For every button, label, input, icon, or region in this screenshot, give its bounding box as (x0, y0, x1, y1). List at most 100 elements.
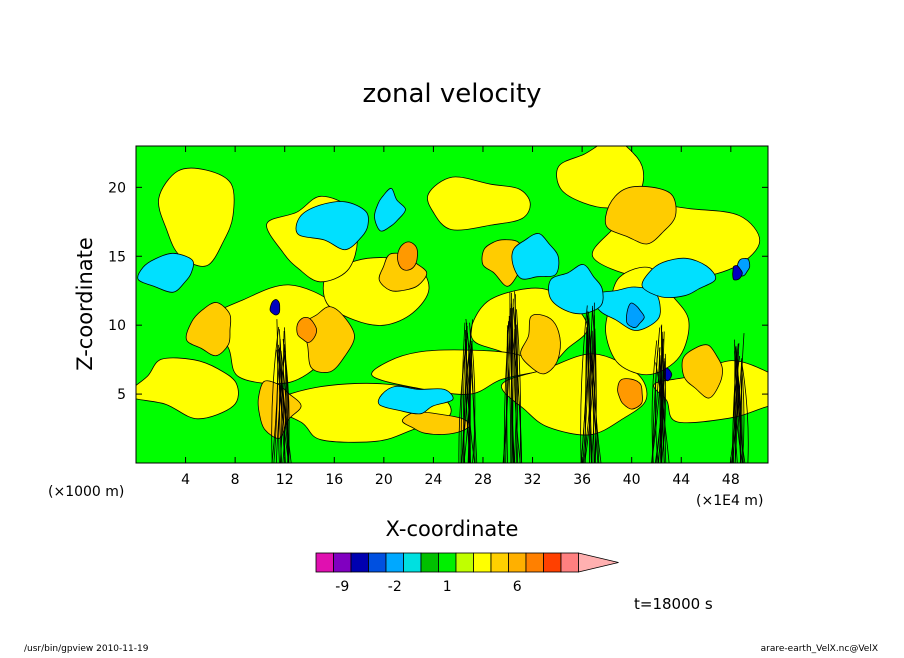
colorbar-bin (525, 552, 544, 573)
colorbar-labels: -9 -2 1 6 (335, 579, 522, 595)
negative-region (548, 264, 604, 315)
negative-region (374, 187, 406, 232)
negative-region (377, 385, 454, 415)
plume-contour (467, 345, 471, 463)
velocity-field (136, 146, 768, 463)
colorbar-bin (438, 552, 457, 573)
plume-contour (661, 360, 666, 463)
plume-contour (284, 327, 290, 463)
plume-contour (463, 319, 474, 463)
x-axis: 4 8 12 16 20 24 28 32 36 40 44 48 (181, 146, 740, 488)
negative-region (295, 201, 369, 251)
plume-contour (655, 339, 660, 463)
plume-contour (586, 310, 592, 463)
colorbar-bin (455, 552, 474, 573)
colorbar-bin (350, 552, 369, 573)
x-tick-label: 24 (424, 472, 442, 488)
colorbar-tick-label: -9 (335, 579, 349, 595)
plume-contour (591, 330, 602, 463)
colorbar-bin (385, 552, 404, 573)
positive-max (296, 317, 318, 343)
negative-region (641, 257, 717, 298)
negative-max (732, 265, 743, 281)
plume-contour (651, 340, 658, 463)
positive-core (401, 411, 470, 435)
plume-contour (513, 328, 521, 463)
plume-contour (460, 322, 466, 463)
plume-contour (741, 363, 744, 463)
plume-contour (734, 344, 742, 463)
y-tick-label: 20 (108, 180, 126, 196)
negative-max (269, 299, 281, 316)
plume-contour (594, 328, 597, 463)
colorbar-arrow (578, 552, 619, 573)
x-tick-label: 36 (573, 472, 591, 488)
colorbar-bin (473, 552, 492, 573)
y-unit-label: (×1000 m) (48, 484, 124, 500)
colorbar-bin (508, 552, 527, 573)
x-tick-label: 16 (325, 472, 343, 488)
x-tick-label: 48 (722, 472, 740, 488)
plume-contour (282, 344, 287, 463)
time-annotation: t=18000 s (634, 595, 713, 613)
plume-contour (588, 311, 595, 463)
x-tick-label: 44 (672, 472, 690, 488)
plume-contour (737, 352, 746, 463)
x-unit-label: (×1E4 m) (696, 493, 763, 509)
chart-title: zonal velocity (362, 79, 541, 109)
plume-contour (280, 350, 289, 463)
plume-contour (583, 302, 595, 463)
x-tick-label: 8 (231, 472, 240, 488)
colorbar-bin (543, 552, 562, 573)
positive-core (520, 314, 561, 375)
x-tick-label: 40 (623, 472, 641, 488)
x-tick-label: 32 (524, 472, 542, 488)
x-tick-label: 4 (181, 472, 190, 488)
plume-contour (511, 308, 514, 463)
plume-contour (515, 324, 519, 463)
plume-contour (514, 291, 517, 463)
plume-contour (655, 331, 664, 463)
colorbar-tick-label: -2 (388, 579, 402, 595)
positive-max (397, 241, 418, 271)
positive-core (185, 302, 232, 357)
plume-contour (471, 340, 476, 463)
plume-contour (271, 326, 280, 463)
colorbar (315, 552, 619, 573)
colorbar-bin (560, 552, 579, 573)
plume-contour (580, 305, 588, 463)
positive-region (136, 357, 239, 420)
plume-contour (516, 309, 522, 463)
x-tick-label: 28 (474, 472, 492, 488)
plume-contour (271, 349, 279, 463)
colorbar-bin (490, 552, 509, 573)
x-tick-label: 20 (375, 472, 393, 488)
x-tick-label: 12 (276, 472, 294, 488)
positive-region (158, 167, 235, 267)
colorbar-bin (420, 552, 439, 573)
positive-max (617, 378, 643, 410)
y-axis-title: Z-coordinate (73, 237, 97, 371)
footer-left: /usr/bin/gpview 2010-11-19 (24, 644, 149, 654)
plume-contour (510, 303, 515, 463)
positive-core (681, 344, 723, 399)
negative-region (511, 233, 560, 280)
y-tick-label: 15 (108, 249, 126, 265)
colorbar-tick-label: 1 (443, 579, 452, 595)
plume-contour (513, 306, 523, 463)
plume-contour (655, 362, 670, 463)
plume-contour (740, 359, 749, 463)
plume-contour (502, 291, 511, 463)
plume-contour (651, 338, 664, 463)
plume-contour (282, 330, 286, 463)
plume-contour (660, 325, 667, 463)
y-tick-label: 10 (108, 318, 126, 334)
footer-right: arare-earth_VelX.nc@VelX (761, 644, 878, 654)
plume-contour (734, 350, 738, 463)
y-axis: 5 10 15 20 (108, 180, 768, 403)
plume-contour (505, 330, 508, 463)
plot-frame (135, 145, 769, 464)
x-axis-title: X-coordinate (386, 517, 519, 541)
positive-region (427, 176, 531, 231)
